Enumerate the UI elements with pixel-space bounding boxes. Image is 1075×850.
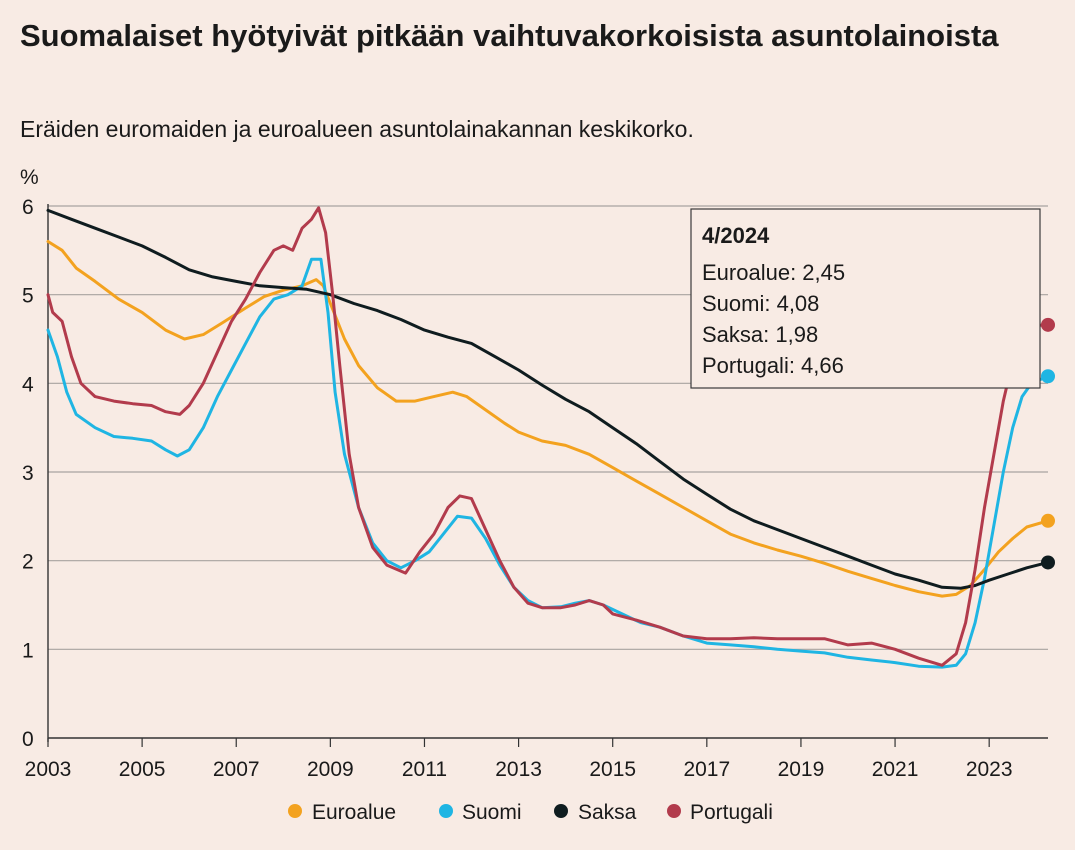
tooltip: 4/2024 Euroalue: 2,45 Suomi: 4,08 Saksa:… bbox=[690, 208, 1041, 389]
series-line-euroalue bbox=[46, 240, 1050, 598]
x-tick-label: 2021 bbox=[872, 758, 919, 781]
y-tick-label: 3 bbox=[22, 462, 34, 485]
y-tick-label: 2 bbox=[22, 551, 34, 574]
x-tick-label: 2003 bbox=[25, 758, 72, 781]
tooltip-title: 4/2024 bbox=[702, 223, 770, 248]
tooltip-box bbox=[690, 208, 1041, 389]
tooltip-portugali: Portugali: 4,66 bbox=[702, 353, 844, 378]
y-tick-label: 6 bbox=[22, 196, 34, 219]
y-tick-label: 0 bbox=[22, 728, 34, 751]
y-axis-unit-label: % bbox=[20, 166, 39, 189]
gridlines bbox=[47, 204, 1048, 742]
x-tick-label: 2015 bbox=[589, 758, 636, 781]
legend-label-euroalue: Euroalue bbox=[312, 801, 396, 824]
series-endpoints bbox=[1041, 317, 1055, 570]
legend-marker-euroalue bbox=[288, 804, 302, 818]
x-tick-label: 2009 bbox=[307, 758, 354, 781]
series-endpoint-saksa bbox=[1041, 555, 1055, 570]
tooltip-euroalue: Euroalue: 2,45 bbox=[702, 260, 845, 285]
legend-marker-saksa bbox=[554, 804, 568, 818]
series-line-portugali bbox=[46, 206, 1050, 667]
legend-label-suomi: Suomi bbox=[462, 801, 522, 824]
tooltip-suomi: Suomi: 4,08 bbox=[702, 291, 819, 316]
series-lines bbox=[46, 206, 1050, 669]
tooltip-saksa: Saksa: 1,98 bbox=[702, 322, 818, 347]
legend-marker-suomi bbox=[439, 804, 453, 818]
y-axis-ticks: 0 1 2 3 4 5 6 bbox=[22, 196, 34, 751]
y-tick-label: 5 bbox=[22, 285, 34, 308]
x-tick-label: 2005 bbox=[119, 758, 166, 781]
x-tick-label: 2007 bbox=[213, 758, 260, 781]
series-endpoint-suomi bbox=[1041, 369, 1055, 384]
legend-label-saksa: Saksa bbox=[578, 801, 637, 824]
series-endpoint-portugali bbox=[1041, 317, 1055, 332]
series-line-saksa bbox=[46, 208, 1050, 590]
x-tick-label: 2019 bbox=[778, 758, 825, 781]
legend: Euroalue Suomi Saksa Portugali bbox=[288, 801, 773, 824]
chart-subtitle: Eräiden euromaiden ja euroalueen asuntol… bbox=[20, 116, 694, 142]
x-axis-ticks: 2003 2005 2007 2009 2011 2013 2015 2017 2019 2021… bbox=[25, 738, 1013, 781]
y-tick-label: 1 bbox=[22, 639, 34, 662]
x-tick-label: 2011 bbox=[402, 758, 447, 781]
x-tick-label: 2023 bbox=[966, 758, 1013, 781]
legend-label-portugali: Portugali bbox=[690, 801, 773, 824]
series-endpoint-euroalue bbox=[1041, 513, 1055, 528]
legend-marker-portugali bbox=[667, 804, 681, 818]
x-tick-label: 2017 bbox=[683, 758, 730, 781]
y-tick-label: 4 bbox=[22, 373, 34, 396]
series-line-suomi bbox=[46, 257, 1050, 669]
chart-title: Suomalaiset hyötyivät pitkään vaihtuvako… bbox=[20, 18, 999, 53]
x-tick-label: 2013 bbox=[495, 758, 542, 781]
